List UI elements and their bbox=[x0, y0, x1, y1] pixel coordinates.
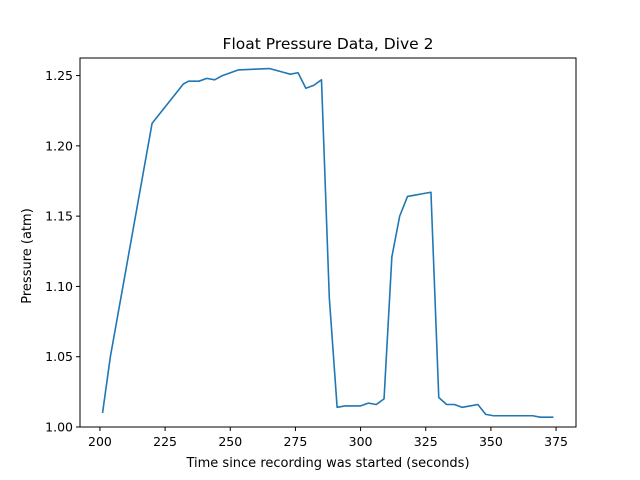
x-tick-label: 375 bbox=[544, 434, 568, 449]
y-tick-label: 1.10 bbox=[45, 279, 73, 294]
axis-ticks: 200 225 250 275 300 325 350 375 1.00 1.05 1.10 1.15… bbox=[45, 68, 568, 449]
x-tick-label: 350 bbox=[479, 434, 503, 449]
y-tick-label: 1.05 bbox=[45, 349, 73, 364]
plot-frame bbox=[79, 57, 577, 428]
x-tick-label: 225 bbox=[153, 434, 177, 449]
y-tick-label: 1.20 bbox=[45, 138, 73, 153]
x-tick-label: 300 bbox=[349, 434, 373, 449]
chart-title: Float Pressure Data, Dive 2 bbox=[223, 35, 434, 53]
x-tick-label: 325 bbox=[414, 434, 438, 449]
x-tick-label: 275 bbox=[283, 434, 307, 449]
x-tick-label: 200 bbox=[88, 434, 112, 449]
series-line-0 bbox=[101, 67, 554, 418]
y-tick-label: 1.25 bbox=[45, 68, 73, 83]
x-axis-label: Time since recording was started (second… bbox=[185, 456, 469, 471]
plot-area bbox=[101, 67, 554, 418]
x-tick-label: 250 bbox=[218, 434, 242, 449]
y-tick-label: 1.15 bbox=[45, 209, 73, 224]
y-axis-label: Pressure (atm) bbox=[20, 208, 35, 304]
y-tick-label: 1.00 bbox=[45, 420, 73, 435]
